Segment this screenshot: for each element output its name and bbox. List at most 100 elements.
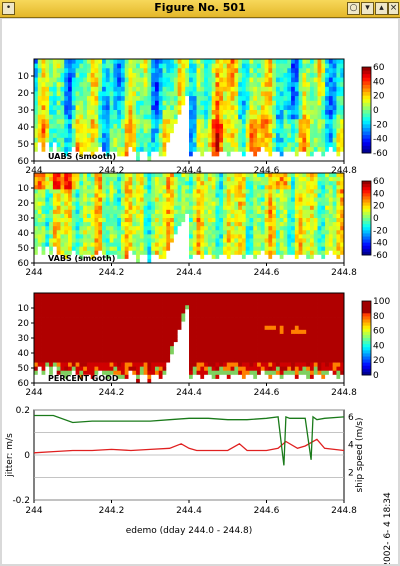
heatmap-cell (173, 68, 179, 74)
heatmap-cell (177, 242, 182, 248)
heatmap-cell (249, 105, 254, 111)
heatmap-cell (136, 197, 141, 203)
heatmap-cell (52, 329, 58, 335)
heatmap-cell (151, 72, 156, 78)
heatmap-cell (60, 100, 65, 106)
heatmap-cell (37, 213, 42, 219)
heatmap-cell (170, 72, 175, 78)
heatmap-cell (230, 309, 235, 314)
heatmap-cell (113, 110, 118, 116)
heatmap-cell (49, 201, 54, 207)
heatmap-cell (332, 123, 337, 129)
heatmap-cell (238, 258, 243, 264)
heatmap-cell (143, 128, 148, 134)
maximize-button[interactable]: ▴ (375, 2, 388, 15)
heatmap-cell (86, 189, 92, 194)
heatmap-cell (158, 230, 163, 235)
heatmap-cell (177, 305, 182, 310)
heatmap-cell (170, 358, 175, 363)
close-button[interactable]: × (388, 2, 399, 15)
heatmap-cell (226, 258, 231, 264)
heatmap-cell (336, 189, 341, 194)
panel-label: UABS (smooth) (48, 152, 116, 161)
heatmap-cell (336, 173, 341, 178)
heatmap-cell (143, 110, 148, 116)
heatmap-cell (283, 213, 288, 219)
heatmap-cell (275, 119, 281, 125)
heatmap-cell (279, 242, 284, 248)
heatmap-cell (189, 242, 194, 248)
heatmap-cell (241, 329, 247, 335)
heatmap-cell (143, 222, 148, 227)
heatmap-cell (94, 254, 99, 260)
heatmap-cell (207, 378, 213, 384)
heatmap-cell (249, 82, 254, 88)
heatmap-cell (94, 297, 99, 302)
heatmap-cell (124, 378, 129, 384)
heatmap-cell (94, 100, 99, 106)
heatmap-cell (139, 201, 145, 207)
heatmap-cell (325, 63, 330, 69)
heatmap-cell (226, 177, 231, 182)
heatmap-cell (71, 250, 76, 256)
heatmap-cell (340, 123, 345, 129)
heatmap-cell (90, 309, 95, 314)
heatmap-cell (136, 156, 141, 162)
heatmap-cell (109, 213, 114, 219)
heatmap-cell (189, 222, 194, 227)
heatmap-cell (139, 86, 145, 92)
heatmap-cell (309, 68, 315, 74)
heatmap-cell (37, 185, 42, 190)
heatmap-cell (64, 238, 69, 243)
heatmap-cell (196, 114, 201, 120)
heatmap-cell (143, 242, 148, 248)
circle-button[interactable]: ○ (347, 2, 360, 15)
heatmap-cell (154, 230, 160, 235)
heatmap-cell (132, 293, 137, 298)
heatmap-cell (302, 258, 307, 264)
heatmap-cell (336, 156, 341, 162)
heatmap-cell (241, 374, 247, 380)
colorbar-swatch (362, 124, 371, 129)
heatmap-cell (189, 77, 194, 83)
heatmap-cell (230, 147, 235, 153)
heatmap-cell (45, 213, 50, 219)
heatmap-cell (241, 309, 247, 314)
heatmap-cell (226, 114, 231, 120)
heatmap-cell (109, 193, 114, 198)
heatmap-cell (238, 297, 243, 302)
heatmap-cell (105, 105, 111, 111)
heatmap-cell (302, 222, 307, 227)
heatmap-cell (291, 242, 296, 248)
heatmap-cell (128, 142, 133, 148)
heatmap-cell (79, 119, 84, 125)
heatmap-cell (264, 156, 269, 162)
heatmap-cell (124, 114, 129, 120)
heatmap-cell (79, 201, 84, 207)
heatmap-cell (75, 181, 80, 186)
heatmap-cell (211, 234, 216, 239)
colorbar-swatch (362, 221, 371, 225)
heatmap-cell (249, 301, 254, 306)
heatmap-cell (128, 305, 133, 310)
heatmap-cell (60, 209, 65, 215)
heatmap-cell (196, 350, 201, 355)
window-menu-button[interactable]: • (2, 2, 15, 15)
heatmap-cell (109, 181, 114, 186)
heatmap-cell (181, 173, 186, 178)
heatmap-cell (204, 59, 209, 65)
heatmap-cell (120, 185, 126, 190)
heatmap-cell (90, 293, 95, 298)
heatmap-cell (211, 218, 216, 223)
heatmap-cell (283, 189, 288, 194)
heatmap-cell (128, 205, 133, 211)
heatmap-cell (166, 370, 171, 376)
heatmap-cell (219, 354, 224, 359)
minimize-button[interactable]: ▾ (361, 2, 374, 15)
heatmap-cell (52, 250, 58, 256)
heatmap-cell (45, 128, 50, 134)
heatmap-cell (71, 297, 76, 302)
heatmap-cell (189, 114, 194, 120)
heatmap-cell (234, 128, 239, 134)
heatmap-cell (272, 189, 277, 194)
